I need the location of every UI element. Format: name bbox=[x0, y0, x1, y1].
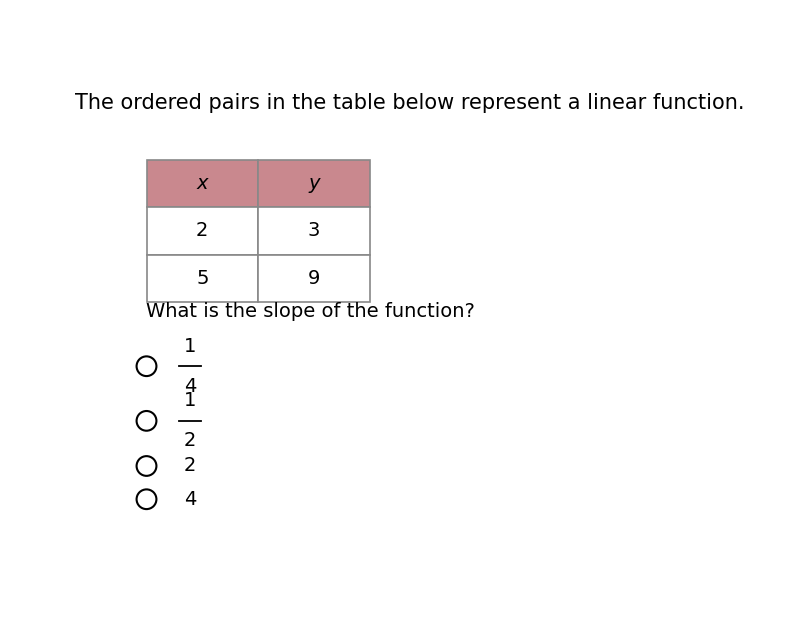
Text: 2: 2 bbox=[196, 222, 209, 240]
FancyBboxPatch shape bbox=[258, 207, 370, 255]
Text: What is the slope of the function?: What is the slope of the function? bbox=[146, 302, 475, 321]
Text: 1: 1 bbox=[184, 337, 196, 356]
Text: 1: 1 bbox=[184, 391, 196, 410]
Text: 4: 4 bbox=[184, 376, 196, 395]
Text: 2: 2 bbox=[184, 431, 196, 450]
FancyBboxPatch shape bbox=[258, 255, 370, 302]
FancyBboxPatch shape bbox=[146, 207, 258, 255]
Text: 9: 9 bbox=[308, 269, 320, 288]
FancyBboxPatch shape bbox=[146, 255, 258, 302]
Text: 3: 3 bbox=[308, 222, 320, 240]
FancyBboxPatch shape bbox=[258, 160, 370, 207]
Text: 5: 5 bbox=[196, 269, 209, 288]
Text: The ordered pairs in the table below represent a linear function.: The ordered pairs in the table below rep… bbox=[75, 93, 745, 113]
Text: 2: 2 bbox=[184, 457, 196, 476]
Text: y: y bbox=[308, 174, 320, 193]
Text: x: x bbox=[197, 174, 208, 193]
FancyBboxPatch shape bbox=[146, 160, 258, 207]
Text: 4: 4 bbox=[184, 490, 196, 509]
